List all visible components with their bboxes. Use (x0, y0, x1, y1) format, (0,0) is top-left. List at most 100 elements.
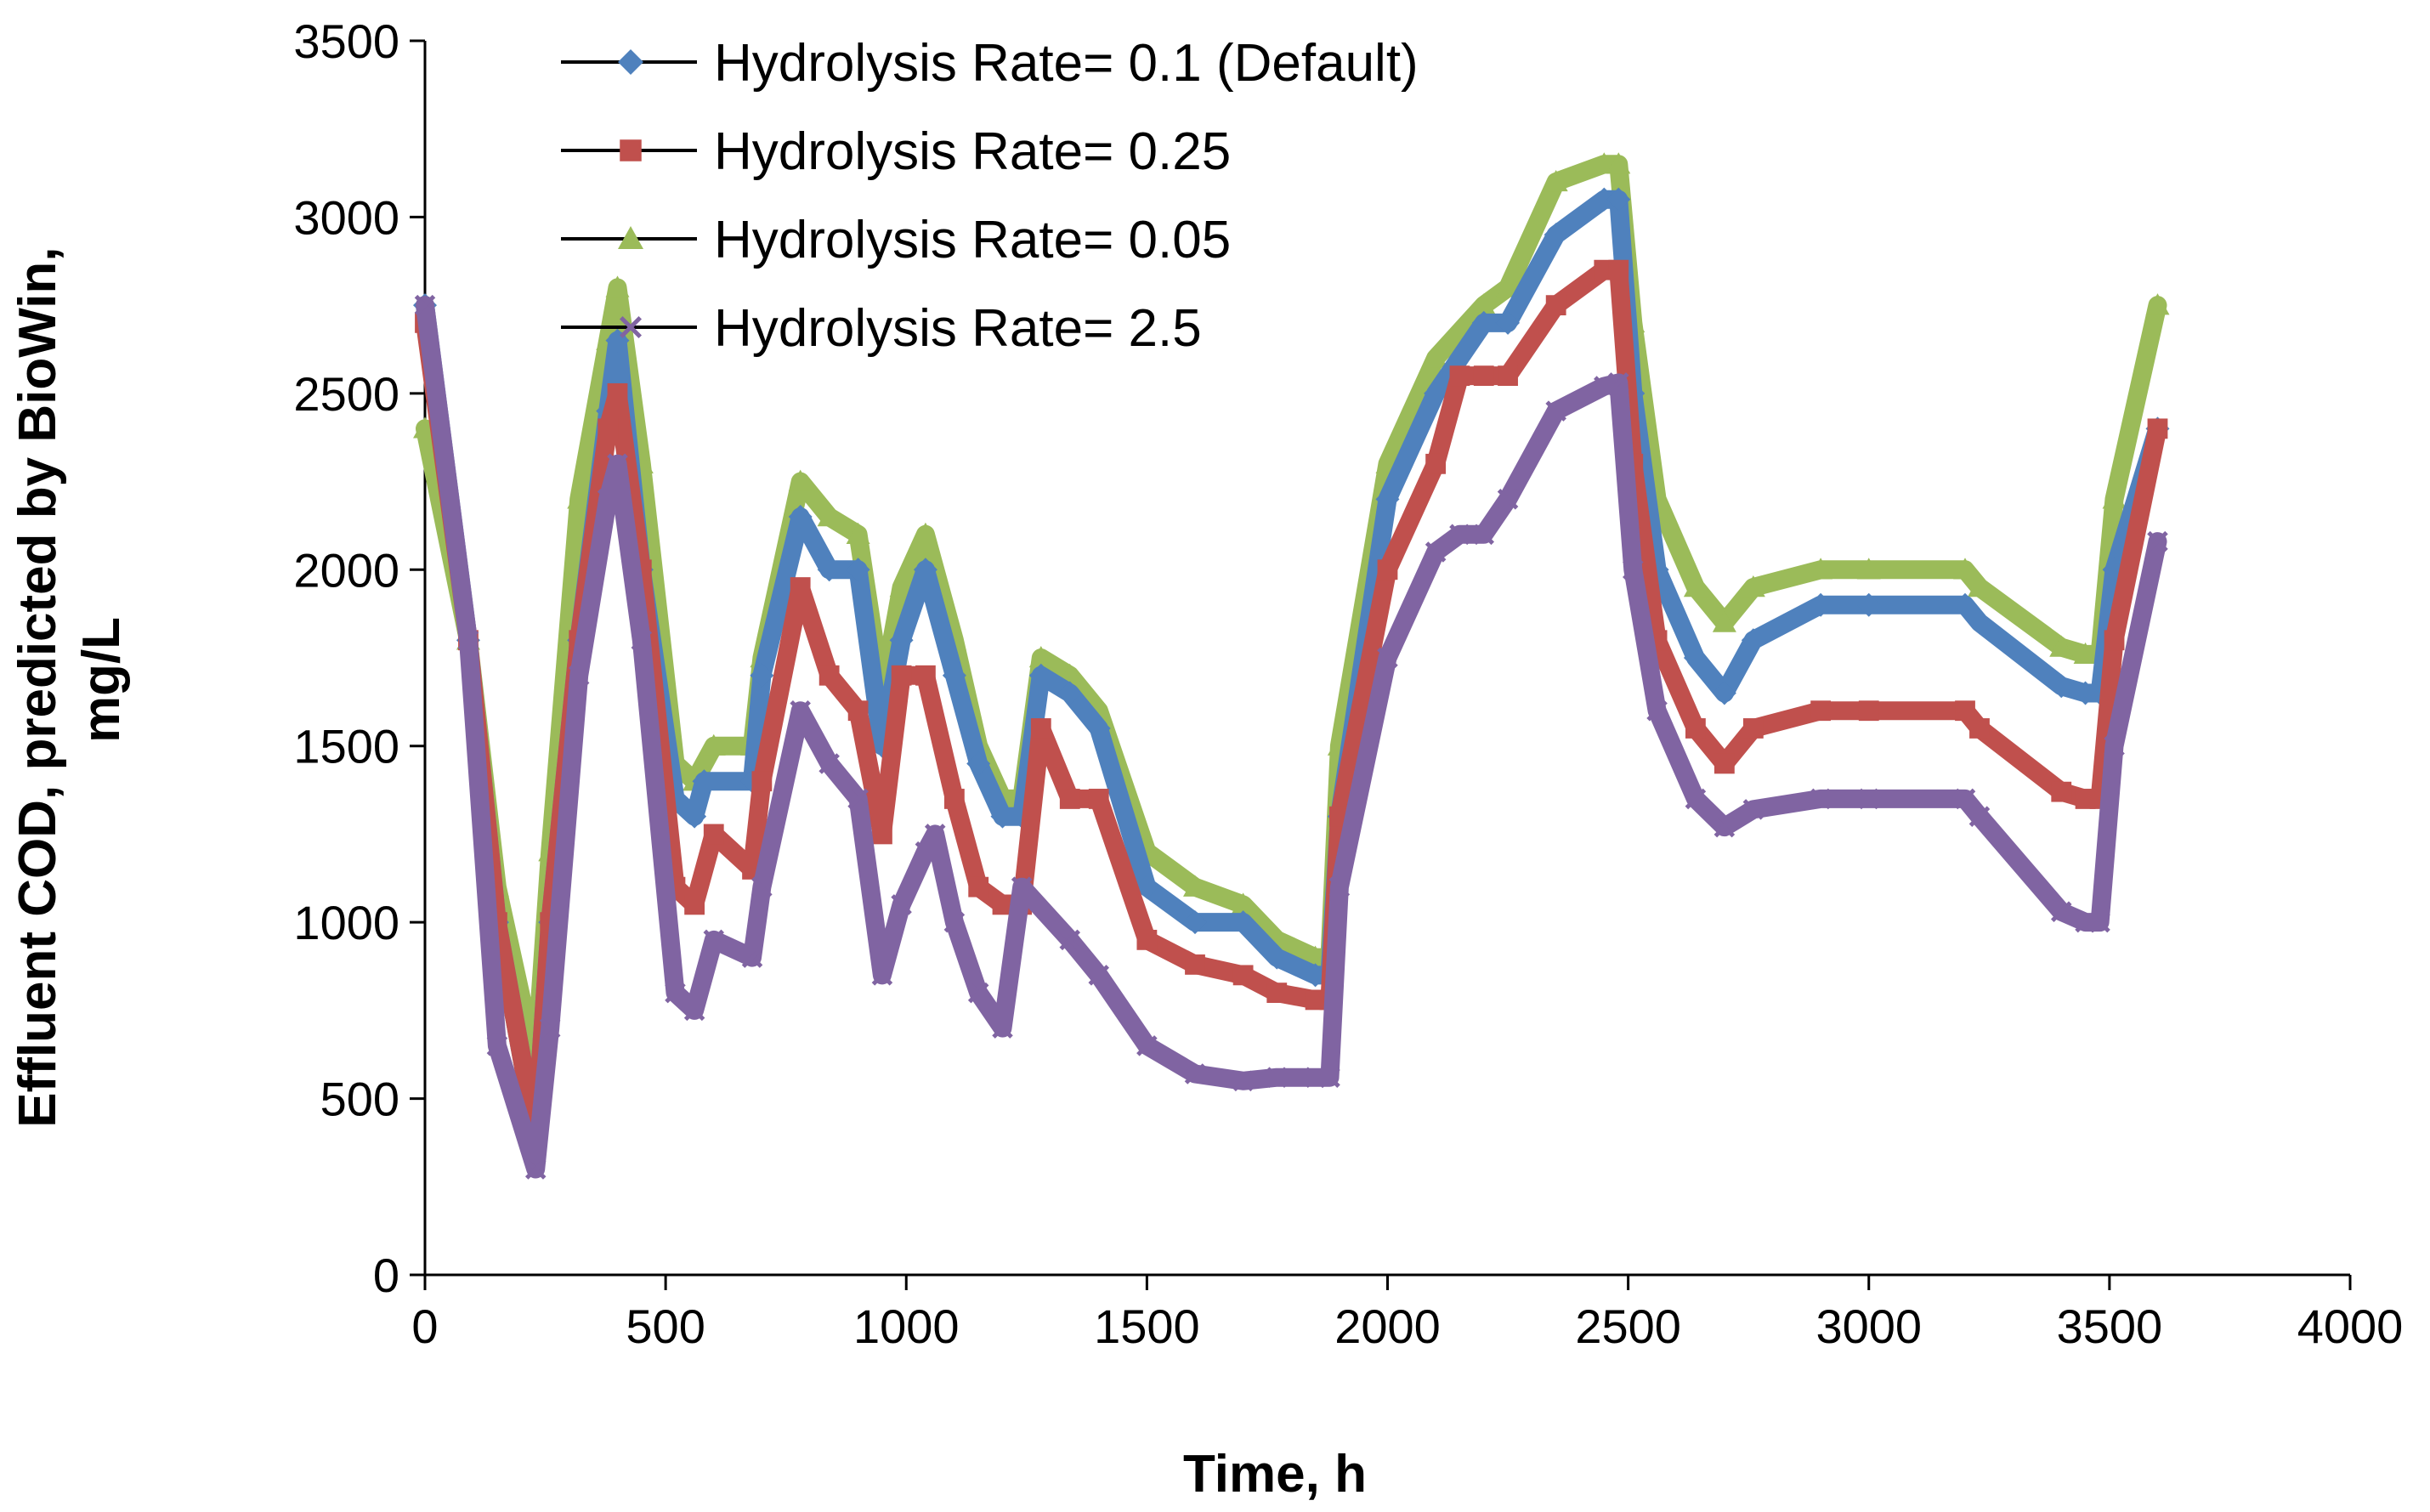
x-marker (486, 1035, 508, 1056)
diamond-marker (1424, 381, 1448, 405)
x-marker (891, 894, 912, 915)
triangle-marker (1967, 575, 1991, 597)
square-marker (1425, 453, 1447, 474)
x-marker-stroke (1328, 876, 1351, 898)
x-ticks: 0 500 1000 1500 2000 2500 3000 3500 4000 (411, 1275, 2403, 1353)
x-marker (607, 453, 628, 475)
diamond-marker (889, 628, 914, 653)
x-marker-stroke (871, 965, 893, 986)
x-marker (790, 699, 811, 722)
diamond-marker (1606, 187, 1631, 212)
x-marker (2089, 911, 2110, 933)
triangle-marker (913, 522, 937, 544)
square-marker (1449, 365, 1470, 387)
triangle-marker (618, 226, 643, 249)
x-marker (967, 982, 989, 1004)
x-marker-stroke (665, 982, 686, 1004)
x-marker (1136, 1035, 1158, 1056)
x-marker (1011, 876, 1033, 898)
y-axis-title: Effluent COD, predicted by BioWin, mg/L (8, 232, 131, 1127)
x-tick-label: 4000 (2297, 1300, 2404, 1353)
diamond-marker (692, 769, 717, 794)
x-marker-stroke (1594, 376, 1615, 397)
square-marker (1030, 718, 1051, 739)
triangle-marker (1544, 169, 1568, 192)
diamond-marker (618, 49, 643, 75)
square-marker (1059, 789, 1080, 809)
x-marker-stroke (539, 1017, 561, 1039)
y-tick-label: 2500 (293, 367, 399, 421)
square-marker (891, 665, 912, 686)
series-4 (414, 294, 2168, 1180)
x-marker-stroke (568, 665, 590, 687)
diamond-marker (2049, 674, 2074, 699)
x-marker (1545, 400, 1566, 422)
x-marker-stroke (1742, 799, 1764, 820)
series-layer (413, 152, 2170, 1180)
legend-item: Hydrolysis Rate= 2.5 (561, 299, 1202, 358)
x-marker-stroke (683, 1000, 705, 1022)
x-marker-stroke (1184, 1063, 1206, 1084)
x-marker (568, 665, 590, 687)
x-marker (539, 1017, 561, 1039)
x-tick-label: 1000 (853, 1300, 960, 1353)
x-marker (1810, 788, 1832, 810)
x-tick-label: 3500 (2057, 1300, 2163, 1353)
y-axis-title-line-1: Effluent COD, predicted by BioWin, (8, 247, 67, 1128)
x-marker-stroke (1968, 806, 1991, 827)
y-tick-label: 3500 (293, 14, 399, 68)
x-marker (414, 294, 436, 316)
y-tick-label: 1500 (293, 720, 399, 773)
x-marker-stroke (1473, 524, 1495, 546)
x-marker-stroke (967, 982, 989, 1004)
triangle-marker (817, 505, 841, 527)
x-tick-label: 0 (411, 1300, 438, 1353)
square-marker (1742, 718, 1764, 739)
diamond-marker (1953, 592, 1977, 617)
x-marker (1608, 372, 1629, 394)
square-marker (1377, 559, 1398, 580)
square-marker (1185, 954, 1205, 975)
x-marker-stroke (2089, 911, 2110, 933)
square-marker (1685, 718, 1706, 739)
x-marker (1088, 965, 1110, 986)
square-marker (2147, 418, 2168, 439)
square-marker (684, 894, 705, 915)
x-marker-stroke (847, 788, 869, 810)
diamond-marker (1135, 875, 1159, 899)
y-tick-label: 500 (320, 1073, 399, 1126)
x-marker-stroke (1810, 788, 1832, 810)
square-marker (872, 824, 892, 845)
square-marker (620, 139, 642, 161)
x-marker-stroke (1319, 1067, 1340, 1088)
x-marker (1184, 1063, 1206, 1084)
diamond-marker (990, 804, 1015, 829)
x-marker-stroke (619, 315, 643, 339)
diamond-marker (913, 558, 937, 582)
x-marker (1594, 376, 1615, 397)
x-marker (1954, 788, 1976, 810)
diamond-marker (1809, 592, 1833, 617)
x-marker (1232, 1070, 1254, 1092)
triangle-marker (1712, 610, 1736, 632)
triangle-marker (1856, 558, 1881, 580)
diamond-marker (1231, 910, 1255, 935)
x-marker-stroke (790, 699, 811, 722)
triangle-marker (788, 469, 813, 491)
legend-item: Hydrolysis Rate= 0.25 (561, 122, 1231, 181)
series-line (416, 296, 2167, 1179)
square-marker (1969, 718, 1990, 739)
x-marker-stroke (524, 1158, 547, 1180)
x-marker (1742, 799, 1764, 820)
diamond-marker (1471, 310, 1496, 335)
x-marker-stroke (2147, 530, 2168, 552)
x-marker-stroke (1954, 788, 1976, 810)
square-marker (1858, 700, 1879, 722)
triangle-marker (2102, 487, 2127, 509)
diamond-marker (1183, 910, 1207, 935)
x-marker-stroke (1713, 816, 1736, 838)
square-marker (1545, 295, 1566, 316)
x-tick-label: 2000 (1334, 1300, 1441, 1353)
triangle-marker (2145, 293, 2170, 315)
x-marker (943, 911, 966, 933)
